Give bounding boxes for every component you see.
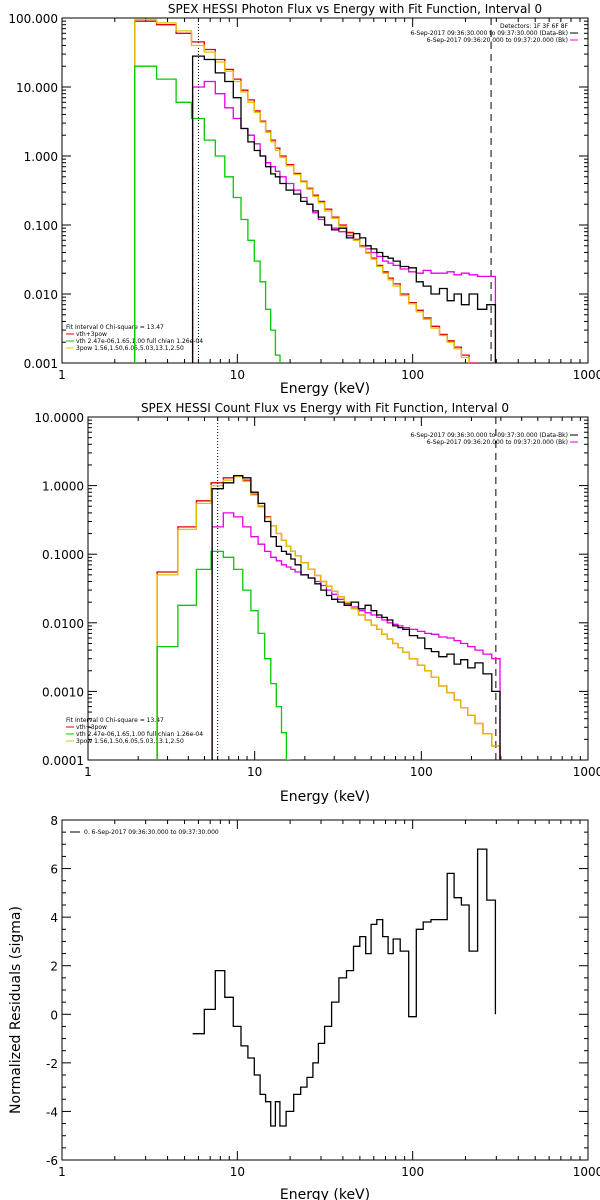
photon-ytick-label: 0.100 [24, 219, 58, 233]
photon-legend-vth: vth 2.47e-06,1.65,1.00 full chian 1.26e-… [76, 338, 203, 345]
residuals-ytick-label: -4 [46, 1105, 58, 1119]
photon-xtick-label: 1000 [573, 368, 600, 382]
residuals-xtick-label: 1 [58, 1165, 66, 1179]
photon-series-red [134, 20, 497, 363]
photon-series-yellow [134, 18, 497, 363]
count-xtick-label: 1000 [573, 765, 600, 779]
residuals-ytick-label: -2 [46, 1057, 58, 1071]
count-legend-vth: vth 2.47e-06,1.65,1.00 full chian 1.26e-… [76, 731, 203, 738]
count-flux-title: SPEX HESSI Count Flux vs Energy with Fit… [141, 401, 509, 415]
count-xtick-label: 10 [247, 765, 262, 779]
residuals-series-black [192, 848, 497, 1127]
residuals-ytick-label: -6 [46, 1154, 58, 1168]
count-flux-xlabel: Energy (keV) [280, 789, 370, 805]
count-ytick-label: 0.0001 [42, 754, 84, 768]
photon-legend-data-bk: 6-Sep-2017 09:36:30.000 to 09:37:30.000 … [410, 30, 568, 37]
photon-series-magenta [191, 80, 497, 363]
photon-ytick-label: 0.001 [24, 357, 58, 371]
count-series-green [156, 550, 291, 760]
photon-flux-xlabel: Energy (keV) [280, 381, 370, 397]
photon-flux-title: SPEX HESSI Photon Flux vs Energy with Fi… [168, 2, 542, 16]
photon-xtick-label: 10 [230, 368, 245, 382]
count-axes-frame [87, 416, 589, 761]
residuals-ytick-label: 6 [50, 863, 58, 877]
count-legend-3pow: 3pow 1.56,1.50,6.05,5.03,13.1,2.50 [76, 738, 184, 745]
count-ytick-label: 0.0100 [42, 617, 84, 631]
count-ytick-label: 1.0000 [42, 480, 84, 494]
residuals-xlabel: Energy (keV) [280, 1187, 370, 1200]
photon-ytick-label: 100.000 [8, 12, 58, 26]
photon-ytick-label: 1.000 [24, 150, 58, 164]
photon-axes-frame [61, 17, 589, 364]
residuals-ytick-label: 0 [50, 1008, 58, 1022]
photon-ytick-label: 10.000 [16, 81, 58, 95]
count-legend-fit: Fit Interval 0 Chi-square = 13.47 [66, 717, 164, 724]
photon-flux-panel: SPEX HESSI Photon Flux vs Energy with Fi… [8, 2, 600, 397]
count-ytick-label: 0.1000 [42, 548, 84, 562]
photon-legend-vth3pow: vth+3pow [76, 331, 107, 338]
residuals-ytick-label: 2 [50, 960, 58, 974]
photon-ytick-label: 0.010 [24, 288, 58, 302]
photon-series-black [191, 55, 497, 363]
residuals-xtick-label: 100 [401, 1165, 424, 1179]
residuals-xtick-label: 10 [230, 1165, 245, 1179]
count-series-black [211, 474, 501, 760]
photon-xtick-label: 1 [58, 368, 66, 382]
residuals-ytick-label: 4 [50, 911, 58, 925]
residuals-ylabel: Normalized Residuals (sigma) [8, 906, 24, 1114]
count-series-magenta [211, 512, 501, 760]
residuals-xtick-label: 1000 [573, 1165, 600, 1179]
count-legend-data-bk: 6-Sep-2017 09:36:30.000 to 09:37:30.000 … [410, 432, 568, 439]
count-legend-bk: 6-Sep-2017 09:36:20.000 to 09:37:20.000 … [427, 439, 568, 446]
residuals-ytick-label: 8 [50, 814, 58, 828]
residuals-panel: Energy (keV) Normalized Residuals (sigma… [8, 814, 600, 1200]
count-ytick-label: 0.0010 [42, 685, 84, 699]
photon-xtick-label: 100 [401, 368, 424, 382]
count-flux-panel: SPEX HESSI Count Flux vs Energy with Fit… [34, 401, 600, 805]
photon-series-green [134, 65, 281, 363]
residuals-legend: 0. 6-Sep-2017 09:36:30.000 to 09:37:30.0… [84, 829, 219, 836]
photon-legend-3pow: 3pow 1.56,1.50,6.05,5.03,13.1,2.50 [76, 345, 184, 352]
photon-legend-bk: 6-Sep-2017 09:36:20.000 to 09:37:20.000 … [427, 37, 568, 44]
photon-legend-fit: Fit Interval 0 Chi-square = 13.47 [66, 324, 164, 331]
count-series-yellow [156, 476, 501, 760]
count-xtick-label: 1 [84, 765, 92, 779]
count-ytick-label: 10.0000 [34, 411, 84, 425]
count-series-red [156, 474, 501, 760]
residuals-axes-frame [61, 819, 589, 1161]
photon-legend-detectors: Detectors: 1F 3F 6F 8F [500, 23, 569, 30]
count-xtick-label: 100 [410, 765, 433, 779]
